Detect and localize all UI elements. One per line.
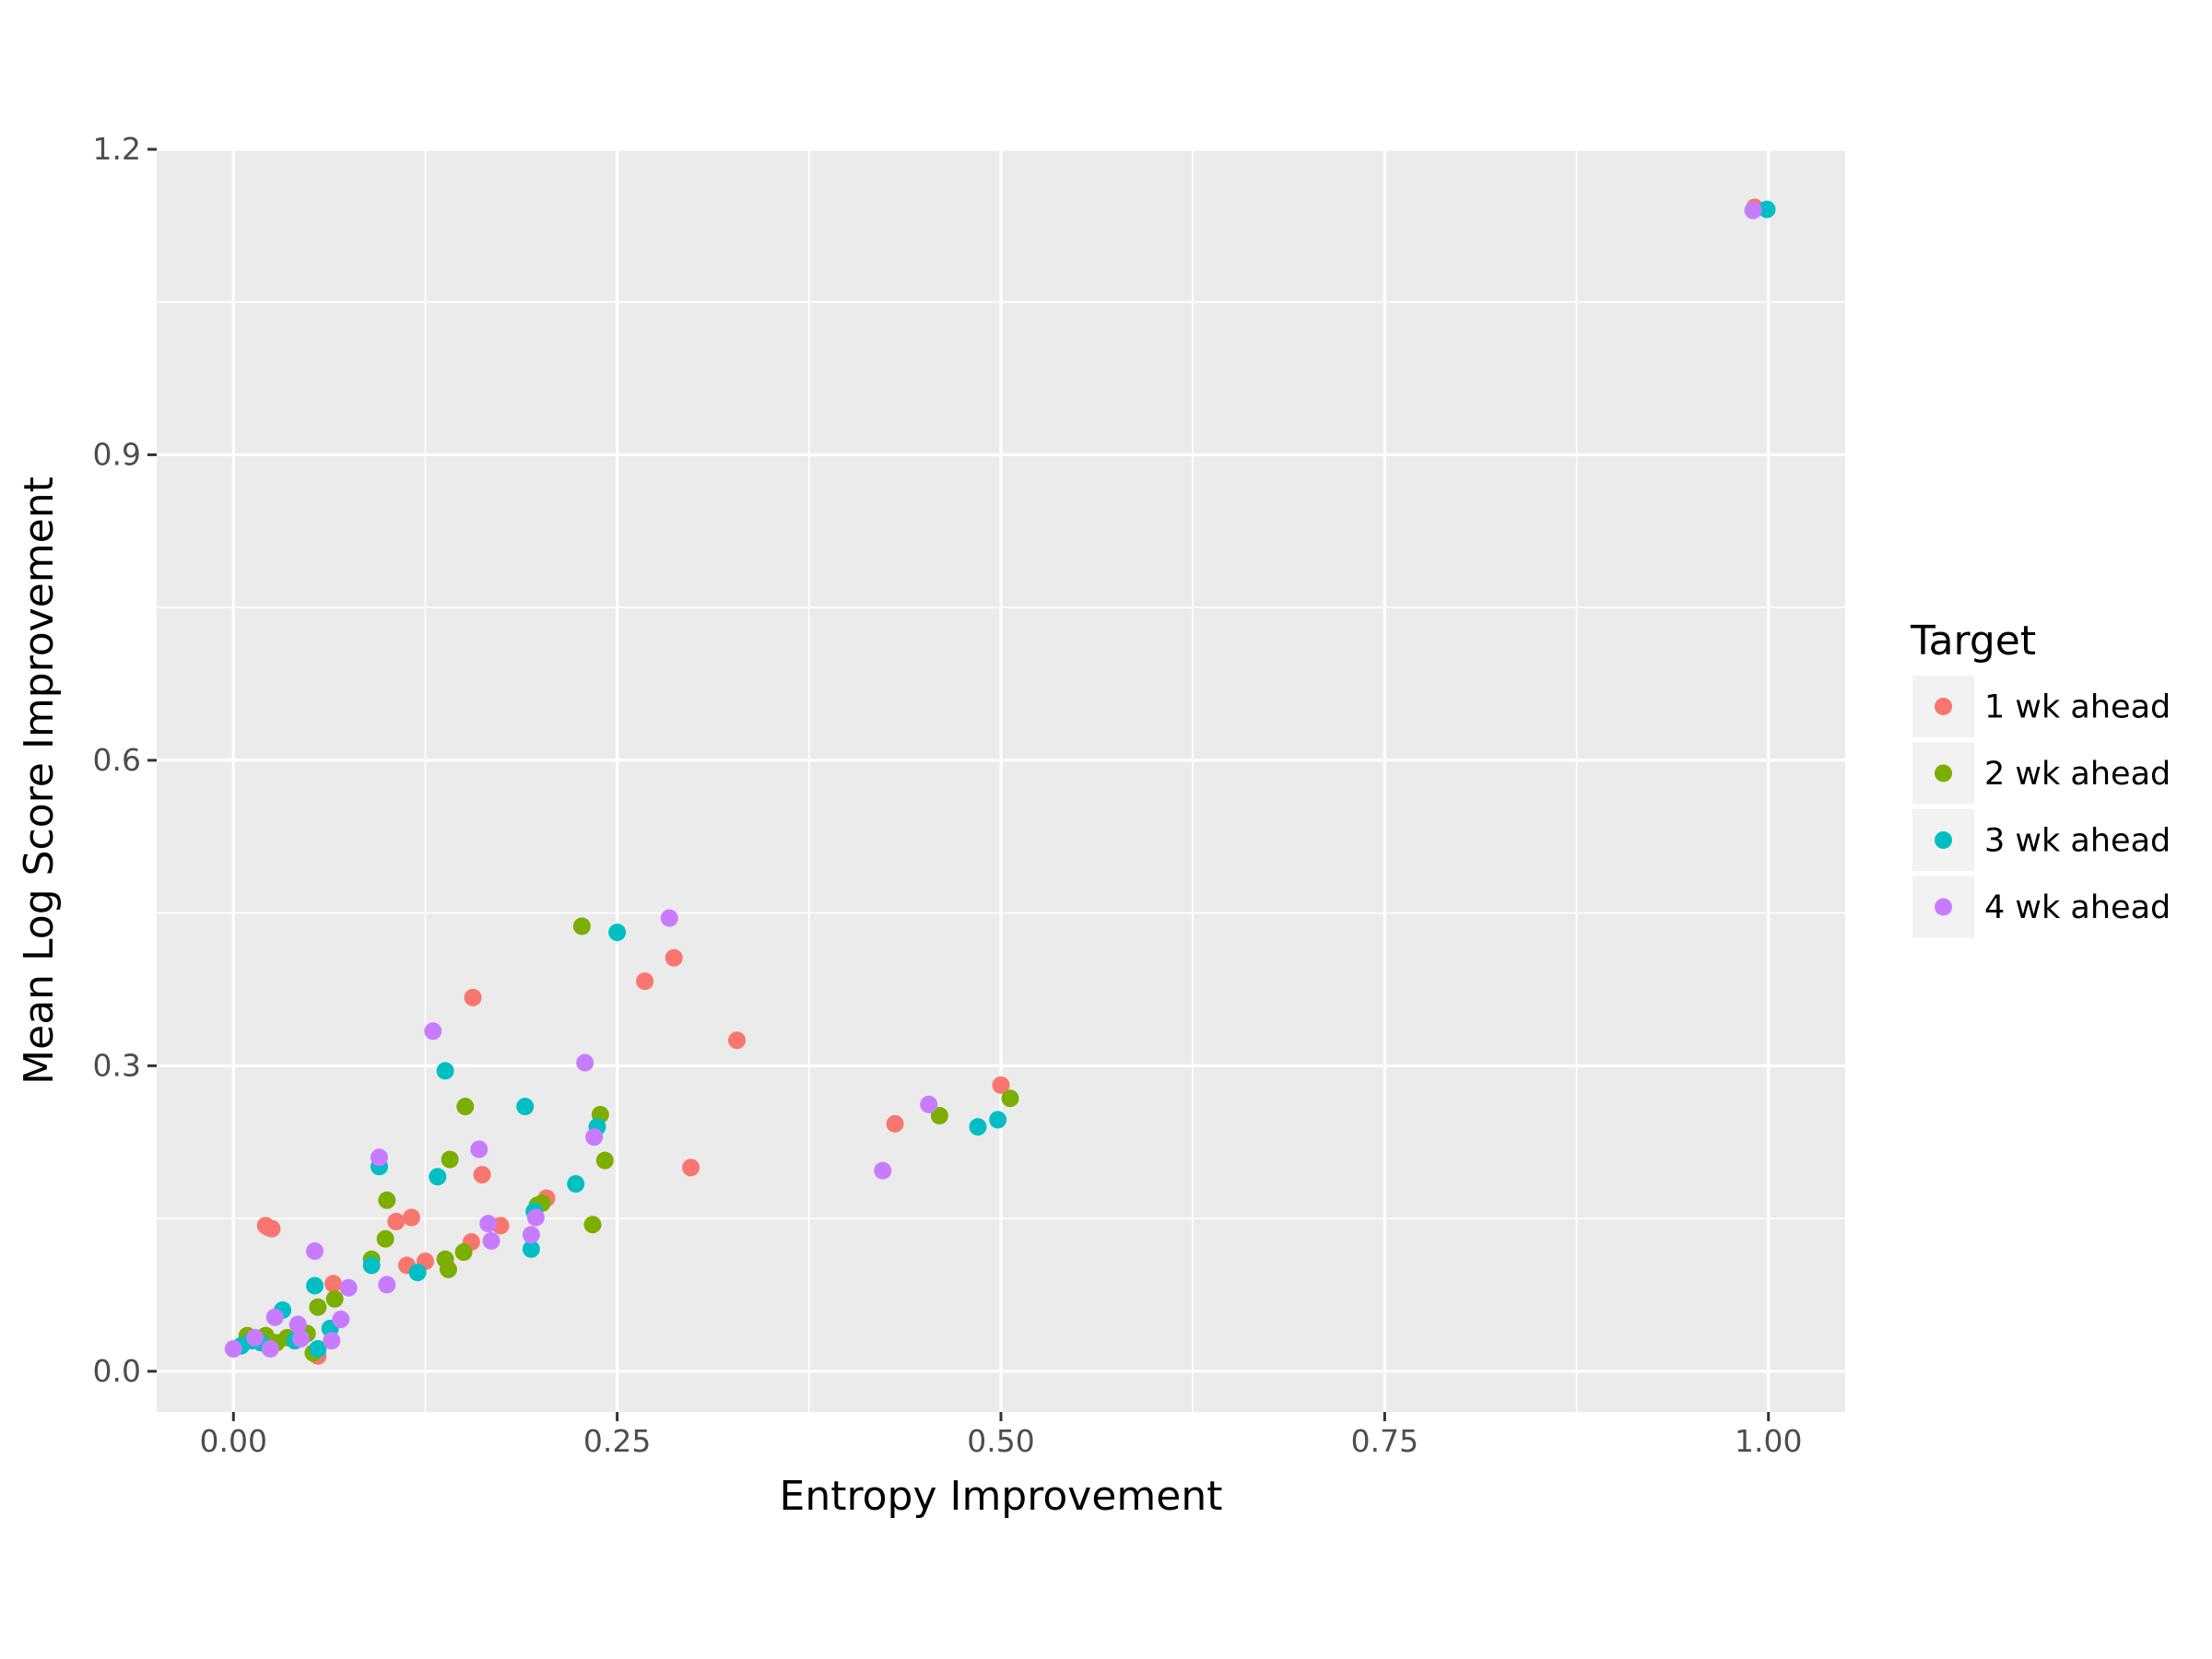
y-tick-label: 0.3 [93,1047,141,1083]
data-point [482,1231,500,1250]
legend-swatch [1935,898,1952,916]
data-point [1001,1089,1019,1108]
data-point [306,1241,324,1260]
data-point [636,972,654,991]
data-point [265,1308,284,1326]
data-point [969,1118,987,1136]
data-point [660,909,678,927]
data-point [479,1215,498,1233]
y-tick-label: 1.2 [93,131,141,167]
data-point [728,1031,747,1050]
data-point [576,1053,594,1072]
data-point [306,1277,324,1295]
legend-item: 3 wk ahead [1912,809,2171,871]
data-point [408,1264,427,1282]
data-point [402,1208,420,1227]
data-points [224,198,1776,1365]
data-point [261,1340,279,1358]
data-point [522,1226,540,1244]
legend-title: Target [1910,618,2036,665]
x-tick-label: 0.50 [967,1423,1034,1459]
data-point [1758,200,1776,218]
data-point [339,1278,358,1297]
x-tick-label: 0.00 [200,1423,267,1459]
data-point [424,1022,442,1041]
data-point [324,1275,343,1293]
data-point [886,1114,904,1133]
x-tick-label: 0.75 [1351,1423,1418,1459]
data-point [665,948,683,967]
legend-label: 2 wk ahead [1984,756,2171,793]
data-point [378,1276,396,1294]
data-point [682,1159,700,1177]
data-point [224,1340,242,1358]
data-point [246,1328,265,1347]
data-point [572,917,591,935]
data-point [526,1208,545,1227]
data-point [309,1340,327,1358]
data-point [1744,201,1762,219]
data-point [585,1128,604,1147]
data-point [464,988,482,1006]
legend-label: 3 wk ahead [1984,823,2171,860]
legend-swatch [1935,764,1952,782]
data-point [454,1243,473,1262]
data-point [332,1310,350,1328]
data-point [992,1076,1010,1094]
data-point [595,1151,614,1170]
data-point [439,1260,457,1278]
data-point [429,1168,447,1186]
legend-swatch [1935,698,1952,715]
y-tick-label: 0.6 [93,742,141,778]
legend-swatch [1935,831,1952,849]
data-point [325,1289,344,1308]
data-point [323,1332,341,1350]
axis-ticks [147,147,1771,1421]
data-point [930,1106,948,1124]
major-gridlines [157,147,1845,1412]
legend-item: 4 wk ahead [1912,876,2171,938]
data-point [263,1219,281,1238]
legend-label: 1 wk ahead [1984,689,2171,726]
x-axis-title: Entropy Improvement [780,1473,1223,1520]
data-point [436,1062,454,1080]
data-point [441,1150,459,1169]
data-point [920,1095,938,1113]
x-tick-label: 0.25 [583,1423,651,1459]
legend-item: 2 wk ahead [1912,742,2171,805]
data-point [567,1175,585,1194]
data-point [378,1191,396,1209]
legend-item: 1 wk ahead [1912,676,2171,737]
data-point [470,1140,488,1159]
y-axis-title: Mean Log Score Improvement [16,477,63,1085]
data-point [516,1098,535,1116]
data-point [473,1166,491,1184]
data-point [608,924,627,942]
data-point [292,1329,311,1347]
x-tick-label: 1.00 [1735,1423,1802,1459]
data-point [989,1111,1007,1129]
series-4 [224,201,1762,1358]
data-point [387,1212,406,1230]
tick-labels: 0.00 0.25 0.50 0.75 1.00 0.0 0.3 0.6 0.9 1.2 [93,131,1803,1459]
data-point [370,1148,388,1167]
data-point [583,1216,602,1234]
data-point [362,1256,381,1275]
y-tick-label: 0.0 [93,1353,141,1389]
legend-label: 4 wk ahead [1984,889,2171,926]
data-point [288,1315,307,1334]
data-point [874,1161,892,1180]
data-point [522,1240,540,1258]
y-tick-label: 0.9 [93,436,141,472]
data-point [456,1098,475,1116]
legend: Target 1 wk ahead 2 wk ahead 3 wk ahead 4 w… [1910,618,2171,938]
data-point [309,1298,327,1316]
data-point [376,1230,394,1248]
